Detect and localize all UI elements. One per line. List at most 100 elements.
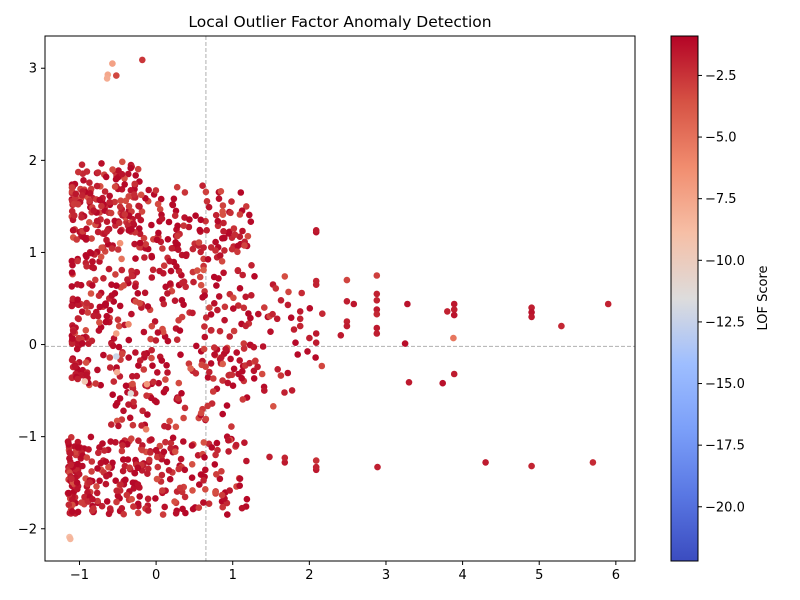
scatter-point [200, 345, 208, 353]
scatter-point [232, 441, 240, 449]
scatter-point [202, 466, 209, 474]
scatter-point [213, 439, 221, 447]
scatter-point [174, 246, 182, 253]
scatter-point [304, 348, 311, 355]
scatter-point [110, 378, 118, 385]
scatter-point [212, 488, 219, 496]
scatter-point [166, 417, 173, 425]
scatter-point [78, 499, 85, 506]
scatter-point [404, 300, 411, 308]
scatter-point [105, 265, 113, 273]
scatter-point [68, 475, 75, 483]
scatter-point [103, 498, 111, 505]
scatter-point [109, 459, 116, 467]
scatter-point [129, 380, 136, 388]
scatter-point [72, 190, 80, 198]
scatter-point [144, 470, 151, 478]
scatter-point [136, 357, 144, 364]
scatter-point [101, 188, 109, 195]
scatter-point [444, 308, 451, 315]
scatter-point [202, 415, 210, 423]
scatter-point [154, 463, 162, 471]
scatter-point [65, 501, 73, 509]
scatter-point [189, 487, 196, 494]
scatter-point [236, 475, 244, 483]
scatter-point [248, 262, 255, 269]
colorbar-gradient [670, 35, 699, 562]
scatter-point [207, 311, 215, 318]
scatter-point [112, 477, 119, 485]
scatter-point [208, 326, 215, 334]
scatter-point [312, 330, 320, 337]
scatter-point [75, 301, 82, 309]
scatter-point [221, 316, 228, 324]
scatter-point [75, 334, 82, 342]
scatter-point [242, 293, 249, 301]
scatter-point [113, 498, 120, 506]
scatter-point [152, 495, 159, 502]
scatter-point [153, 475, 161, 483]
scatter-point [528, 304, 535, 312]
scatter-point [109, 166, 116, 173]
scatter-point [164, 290, 171, 297]
scatter-point [225, 448, 232, 455]
scatter-point [113, 330, 120, 337]
scatter-point [343, 298, 351, 305]
scatter-point [130, 220, 137, 227]
scatter-point [218, 468, 225, 475]
scatter-point [236, 285, 244, 292]
scatter-point [129, 479, 137, 487]
scatter-point [350, 300, 358, 308]
scatter-point [106, 198, 113, 206]
scatter-point [113, 368, 121, 376]
scatter-point [242, 322, 250, 330]
scatter-point [212, 238, 219, 246]
scatter-point [138, 446, 146, 454]
scatter-point [244, 232, 252, 240]
scatter-point [81, 378, 89, 385]
scatter-point [373, 290, 381, 298]
scatter-point [221, 247, 228, 254]
scatter-point [234, 242, 242, 250]
colorbar-label: LOF Score [756, 265, 771, 330]
scatter-point [121, 181, 128, 188]
scatter-point [318, 362, 326, 370]
scatter-point [199, 294, 206, 301]
scatter-point [112, 402, 120, 409]
scatter-point [136, 493, 143, 500]
scatter-point [116, 302, 124, 310]
scatter-point [68, 356, 76, 364]
scatter-point [94, 465, 101, 472]
scatter-point [211, 461, 219, 468]
scatter-point [251, 273, 258, 280]
scatter-point [107, 209, 115, 217]
scatter-point [64, 438, 72, 445]
scatter-point [180, 438, 187, 445]
scatter-point [162, 283, 169, 291]
scatter-point [97, 253, 105, 261]
scatter-point [144, 411, 151, 418]
scatter-point [102, 458, 110, 466]
y-axis: −2 −1 0 1 2 3 [18, 62, 45, 537]
scatter-point [164, 369, 171, 376]
scatter-point [83, 253, 90, 261]
scatter-point [196, 226, 204, 234]
y-tick-label: 2 [29, 154, 37, 169]
scatter-point [92, 380, 99, 387]
scatter-point [115, 322, 123, 330]
scatter-point [201, 333, 209, 341]
scatter-point [131, 180, 138, 188]
scatter-point [65, 489, 72, 497]
scatter-point [167, 267, 175, 275]
scatter-point [312, 281, 320, 289]
scatter-point [150, 378, 157, 386]
scatter-point [83, 263, 90, 270]
scatter-point [205, 203, 213, 211]
scatter-point [192, 212, 199, 219]
scatter-point [156, 267, 163, 275]
scatter-point [228, 245, 236, 253]
scatter-point [78, 214, 85, 221]
x-tick-label: 2 [305, 568, 313, 583]
scatter-point [96, 319, 103, 326]
